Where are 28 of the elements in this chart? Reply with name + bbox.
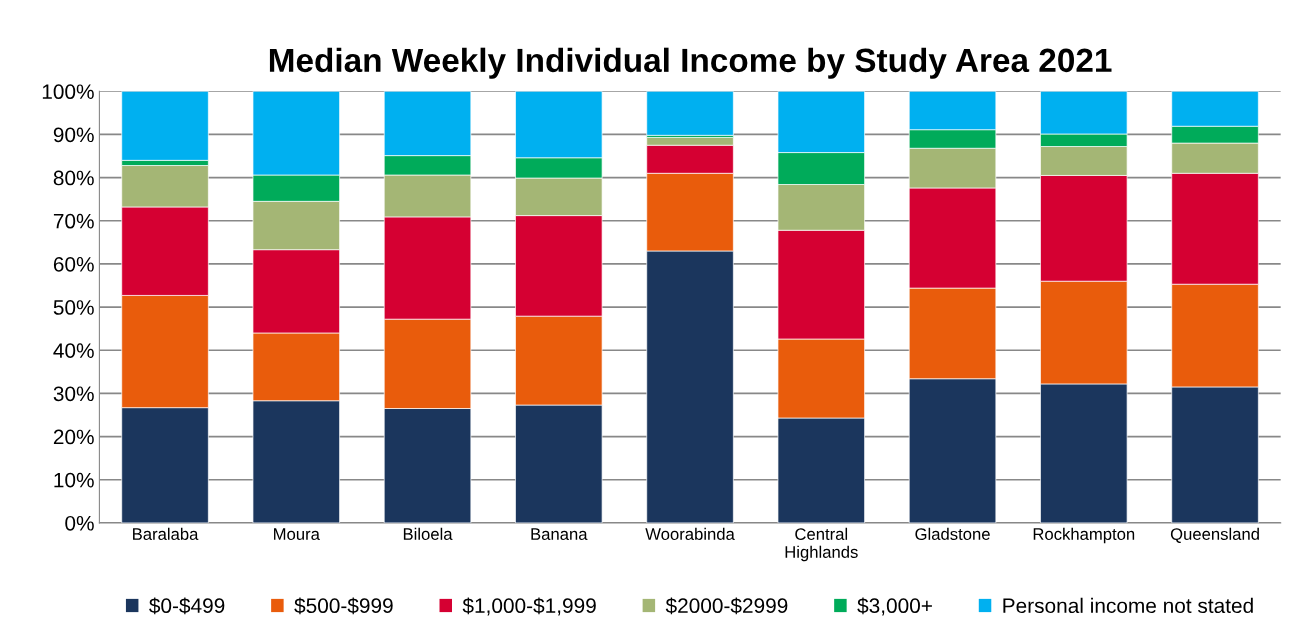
legend-label: $3,000+ (857, 597, 932, 616)
y-tick-label: 0% (65, 515, 94, 531)
legend-label: $0-$499 (149, 597, 225, 615)
x-tick-label: Gladstone (915, 527, 990, 540)
y-tick-label: 100% (42, 84, 94, 100)
y-tick-label: 90% (53, 127, 94, 143)
y-tick-label: 20% (53, 429, 94, 445)
legend-label: $1,000-$1,999 (462, 597, 596, 616)
bar (646, 91, 734, 136)
legend-label: $500-$999 (294, 597, 393, 615)
y-tick-label: 70% (53, 213, 94, 229)
x-tick-label: Baralaba (133, 527, 199, 540)
x-tick-label: Rockhampton (1033, 527, 1135, 544)
y-tick-label: 80% (53, 170, 94, 186)
chart-title: Median Weekly Individual Income by Study Area 2021 (269, 47, 1112, 79)
y-tick-label: 50% (53, 300, 94, 315)
x-tick-label: Banana (531, 528, 588, 540)
x-tick-label: Queensland (1170, 527, 1259, 543)
x-tick-label: Central Highlands (785, 527, 858, 562)
x-tick-label: Woorabinda (645, 527, 735, 540)
legend-label: Personal income not stated (1003, 597, 1253, 614)
y-tick-label: 30% (53, 386, 94, 402)
y-tick-label: 10% (54, 472, 94, 488)
y-tick-label: 60% (53, 256, 94, 272)
x-tick-label: Biloela (403, 527, 453, 540)
x-tick-label: Moura (274, 528, 320, 540)
legend-label: $2000-$2999 (665, 597, 788, 615)
y-tick-label: 40% (53, 343, 94, 358)
